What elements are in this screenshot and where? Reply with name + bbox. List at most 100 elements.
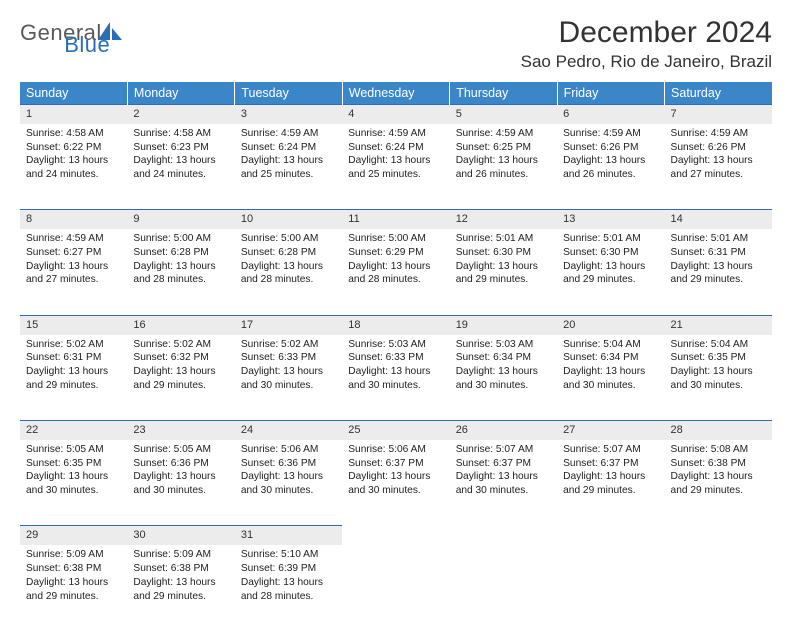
day-number-cell: 6 — [557, 105, 664, 124]
day-number-cell: 8 — [20, 210, 127, 229]
sunrise-line: Sunrise: 4:59 AM — [456, 127, 551, 141]
sunrise-line: Sunrise: 5:01 AM — [671, 232, 766, 246]
daylight-line: Daylight: 13 hours and 25 minutes. — [348, 154, 443, 182]
sunrise-line: Sunrise: 4:59 AM — [563, 127, 658, 141]
sunset-line: Sunset: 6:32 PM — [133, 351, 228, 365]
sunset-line: Sunset: 6:27 PM — [26, 246, 121, 260]
day-number-cell: 23 — [127, 421, 234, 440]
weekday-header: Saturday — [665, 82, 772, 105]
sunset-line: Sunset: 6:36 PM — [241, 457, 336, 471]
day-cell: Sunrise: 5:07 AMSunset: 6:37 PMDaylight:… — [557, 440, 664, 526]
day-cell — [342, 545, 449, 631]
day-number-cell: 26 — [450, 421, 557, 440]
daylight-line: Daylight: 13 hours and 30 minutes. — [456, 470, 551, 498]
weekday-header: Tuesday — [235, 82, 342, 105]
weekday-header: Thursday — [450, 82, 557, 105]
day-cell: Sunrise: 5:06 AMSunset: 6:36 PMDaylight:… — [235, 440, 342, 526]
sunrise-line: Sunrise: 5:02 AM — [133, 338, 228, 352]
sunset-line: Sunset: 6:30 PM — [563, 246, 658, 260]
title-block: December 2024 Sao Pedro, Rio de Janeiro,… — [521, 16, 772, 72]
day-number-cell: 17 — [235, 315, 342, 334]
sunrise-line: Sunrise: 5:01 AM — [456, 232, 551, 246]
day-cell: Sunrise: 5:02 AMSunset: 6:31 PMDaylight:… — [20, 335, 127, 421]
sunset-line: Sunset: 6:31 PM — [671, 246, 766, 260]
day-cell: Sunrise: 4:59 AMSunset: 6:24 PMDaylight:… — [342, 124, 449, 210]
daylight-line: Daylight: 13 hours and 29 minutes. — [456, 260, 551, 288]
day-number-row: 293031 — [20, 526, 772, 545]
day-cell: Sunrise: 5:01 AMSunset: 6:31 PMDaylight:… — [665, 229, 772, 315]
week-row: Sunrise: 4:59 AMSunset: 6:27 PMDaylight:… — [20, 229, 772, 315]
day-cell: Sunrise: 4:59 AMSunset: 6:26 PMDaylight:… — [665, 124, 772, 210]
day-number-cell: 18 — [342, 315, 449, 334]
day-number-cell: 4 — [342, 105, 449, 124]
day-number-cell: 14 — [665, 210, 772, 229]
day-number-cell: 13 — [557, 210, 664, 229]
sunrise-line: Sunrise: 5:00 AM — [241, 232, 336, 246]
sunrise-line: Sunrise: 5:00 AM — [133, 232, 228, 246]
daylight-line: Daylight: 13 hours and 26 minutes. — [563, 154, 658, 182]
page-header: General Blue December 2024 Sao Pedro, Ri… — [20, 16, 772, 72]
day-cell: Sunrise: 5:00 AMSunset: 6:28 PMDaylight:… — [127, 229, 234, 315]
sunset-line: Sunset: 6:34 PM — [456, 351, 551, 365]
daylight-line: Daylight: 13 hours and 30 minutes. — [133, 470, 228, 498]
day-number-cell — [342, 526, 449, 545]
day-number-cell: 9 — [127, 210, 234, 229]
day-number-cell: 11 — [342, 210, 449, 229]
day-number-cell: 20 — [557, 315, 664, 334]
daylight-line: Daylight: 13 hours and 28 minutes. — [348, 260, 443, 288]
sunrise-line: Sunrise: 4:58 AM — [133, 127, 228, 141]
sunrise-line: Sunrise: 5:06 AM — [348, 443, 443, 457]
sunrise-line: Sunrise: 5:04 AM — [563, 338, 658, 352]
sunset-line: Sunset: 6:33 PM — [241, 351, 336, 365]
sunrise-line: Sunrise: 4:59 AM — [241, 127, 336, 141]
day-cell: Sunrise: 5:00 AMSunset: 6:28 PMDaylight:… — [235, 229, 342, 315]
daylight-line: Daylight: 13 hours and 30 minutes. — [241, 365, 336, 393]
sunrise-line: Sunrise: 5:04 AM — [671, 338, 766, 352]
day-cell: Sunrise: 5:06 AMSunset: 6:37 PMDaylight:… — [342, 440, 449, 526]
day-cell: Sunrise: 5:02 AMSunset: 6:32 PMDaylight:… — [127, 335, 234, 421]
sunrise-line: Sunrise: 4:59 AM — [671, 127, 766, 141]
location-subtitle: Sao Pedro, Rio de Janeiro, Brazil — [521, 52, 772, 72]
weekday-header: Sunday — [20, 82, 127, 105]
day-number-cell: 27 — [557, 421, 664, 440]
sunset-line: Sunset: 6:39 PM — [241, 562, 336, 576]
sunset-line: Sunset: 6:28 PM — [133, 246, 228, 260]
weekday-header: Friday — [557, 82, 664, 105]
sunset-line: Sunset: 6:37 PM — [456, 457, 551, 471]
day-number-row: 22232425262728 — [20, 421, 772, 440]
brand-logo: General Blue — [20, 16, 152, 46]
day-number-cell: 21 — [665, 315, 772, 334]
daylight-line: Daylight: 13 hours and 29 minutes. — [26, 365, 121, 393]
day-cell: Sunrise: 4:58 AMSunset: 6:22 PMDaylight:… — [20, 124, 127, 210]
day-cell: Sunrise: 5:09 AMSunset: 6:38 PMDaylight:… — [127, 545, 234, 631]
day-cell — [557, 545, 664, 631]
sunset-line: Sunset: 6:23 PM — [133, 141, 228, 155]
sunset-line: Sunset: 6:35 PM — [671, 351, 766, 365]
day-number-cell: 1 — [20, 105, 127, 124]
day-cell: Sunrise: 4:59 AMSunset: 6:27 PMDaylight:… — [20, 229, 127, 315]
day-cell: Sunrise: 4:58 AMSunset: 6:23 PMDaylight:… — [127, 124, 234, 210]
sunrise-line: Sunrise: 4:59 AM — [348, 127, 443, 141]
sunset-line: Sunset: 6:28 PM — [241, 246, 336, 260]
sunset-line: Sunset: 6:25 PM — [456, 141, 551, 155]
day-number-cell: 22 — [20, 421, 127, 440]
sunset-line: Sunset: 6:33 PM — [348, 351, 443, 365]
day-number-cell: 3 — [235, 105, 342, 124]
sunrise-line: Sunrise: 5:05 AM — [133, 443, 228, 457]
sunrise-line: Sunrise: 5:02 AM — [26, 338, 121, 352]
day-number-cell: 25 — [342, 421, 449, 440]
day-cell: Sunrise: 5:02 AMSunset: 6:33 PMDaylight:… — [235, 335, 342, 421]
sunrise-line: Sunrise: 4:58 AM — [26, 127, 121, 141]
daylight-line: Daylight: 13 hours and 30 minutes. — [241, 470, 336, 498]
sunrise-line: Sunrise: 5:08 AM — [671, 443, 766, 457]
sunrise-line: Sunrise: 5:07 AM — [456, 443, 551, 457]
day-number-cell: 29 — [20, 526, 127, 545]
day-cell: Sunrise: 5:07 AMSunset: 6:37 PMDaylight:… — [450, 440, 557, 526]
sunset-line: Sunset: 6:24 PM — [241, 141, 336, 155]
daylight-line: Daylight: 13 hours and 29 minutes. — [671, 260, 766, 288]
day-number-cell: 15 — [20, 315, 127, 334]
sunrise-line: Sunrise: 5:03 AM — [348, 338, 443, 352]
sunset-line: Sunset: 6:24 PM — [348, 141, 443, 155]
day-number-cell — [450, 526, 557, 545]
day-cell: Sunrise: 4:59 AMSunset: 6:24 PMDaylight:… — [235, 124, 342, 210]
